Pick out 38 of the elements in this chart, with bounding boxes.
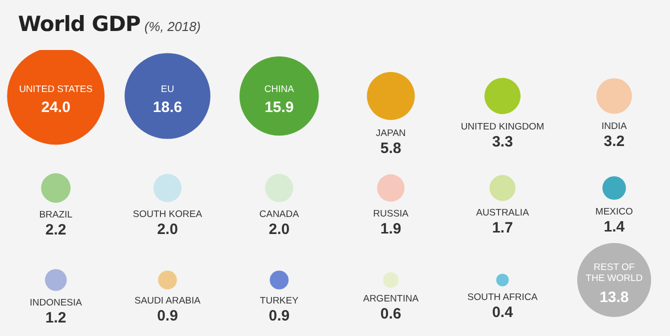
- category-label: SOUTH AFRICA: [467, 292, 538, 304]
- data-label: 18.6: [152, 99, 182, 116]
- data-label: 1.2: [45, 309, 66, 326]
- data-label: 0.6: [380, 306, 402, 323]
- category-label: ARGENTINA: [363, 294, 420, 305]
- category-label: INDONESIA: [30, 297, 83, 308]
- data-label: 13.8: [600, 289, 629, 306]
- category-label: AUSTRALIA: [476, 208, 530, 219]
- data-label: 2.2: [45, 222, 66, 239]
- category-label: MEXICO: [595, 206, 633, 218]
- data-label: 2.0: [157, 220, 178, 238]
- text: World GDP: [18, 12, 140, 36]
- data-label: 15.9: [264, 99, 294, 116]
- data-label: 0.4: [492, 304, 514, 322]
- data-label: 0.9: [157, 308, 178, 325]
- category-label: TURKEY: [260, 296, 300, 307]
- category-label: CHINA: [264, 84, 295, 95]
- category-label: CANADA: [259, 208, 300, 220]
- category-label: BRAZIL: [39, 210, 72, 221]
- data-label: 3.2: [604, 133, 625, 150]
- text: (%, 2018): [144, 19, 201, 34]
- data-label: 24.0: [41, 99, 70, 116]
- data-label: 3.3: [492, 133, 513, 150]
- data-label: 1.9: [380, 220, 402, 238]
- category-label: JAPAN: [376, 128, 406, 140]
- category-label: EU: [160, 84, 174, 95]
- category-label: REST OF THE WORLD: [586, 262, 643, 284]
- data-label: 1.4: [604, 218, 626, 236]
- data-label: 0.9: [268, 308, 290, 325]
- data-label: 5.8: [380, 140, 402, 158]
- category-label: UNITED KINGDOM: [460, 121, 544, 132]
- category-label: UNITED STATES: [19, 84, 93, 95]
- data-label: 1.7: [492, 220, 513, 237]
- data-label: 2.0: [268, 220, 290, 238]
- category-label: SOUTH KOREA: [132, 208, 203, 220]
- category-label: SAUDI ARABIA: [134, 296, 202, 307]
- category-label: INDIA: [601, 121, 628, 132]
- category-label: RUSSIA: [373, 208, 410, 220]
